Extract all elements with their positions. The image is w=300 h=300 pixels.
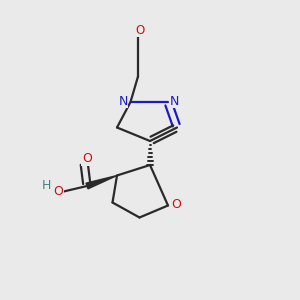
Text: O: O — [135, 23, 144, 37]
Text: O: O — [172, 198, 181, 212]
Text: O: O — [82, 152, 92, 165]
Text: N: N — [118, 94, 128, 108]
Polygon shape — [86, 176, 117, 189]
Text: O: O — [54, 185, 63, 198]
Text: H: H — [42, 179, 51, 192]
Text: N: N — [170, 94, 179, 108]
